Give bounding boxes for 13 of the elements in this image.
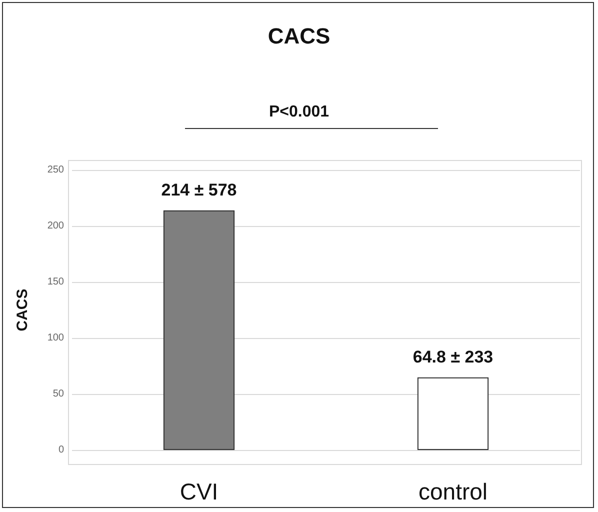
y-axis-title: CACS <box>14 288 31 332</box>
y-tick-label: 100 <box>47 332 64 344</box>
chart-title: CACS <box>268 24 330 48</box>
data-label: 64.8 ± 233 <box>412 347 494 366</box>
x-tick-label: control <box>418 478 488 504</box>
y-tick-label: 50 <box>52 388 64 400</box>
x-tick-label: CVI <box>180 478 218 504</box>
text: P<0.001 <box>268 104 330 120</box>
data-label: 214 ± 578 <box>161 180 237 200</box>
y-tick-label: 150 <box>47 276 64 288</box>
y-tick-label: 0 <box>58 444 64 456</box>
y-tick-label: 250 <box>47 164 64 176</box>
y-tick-label: 200 <box>47 220 64 232</box>
